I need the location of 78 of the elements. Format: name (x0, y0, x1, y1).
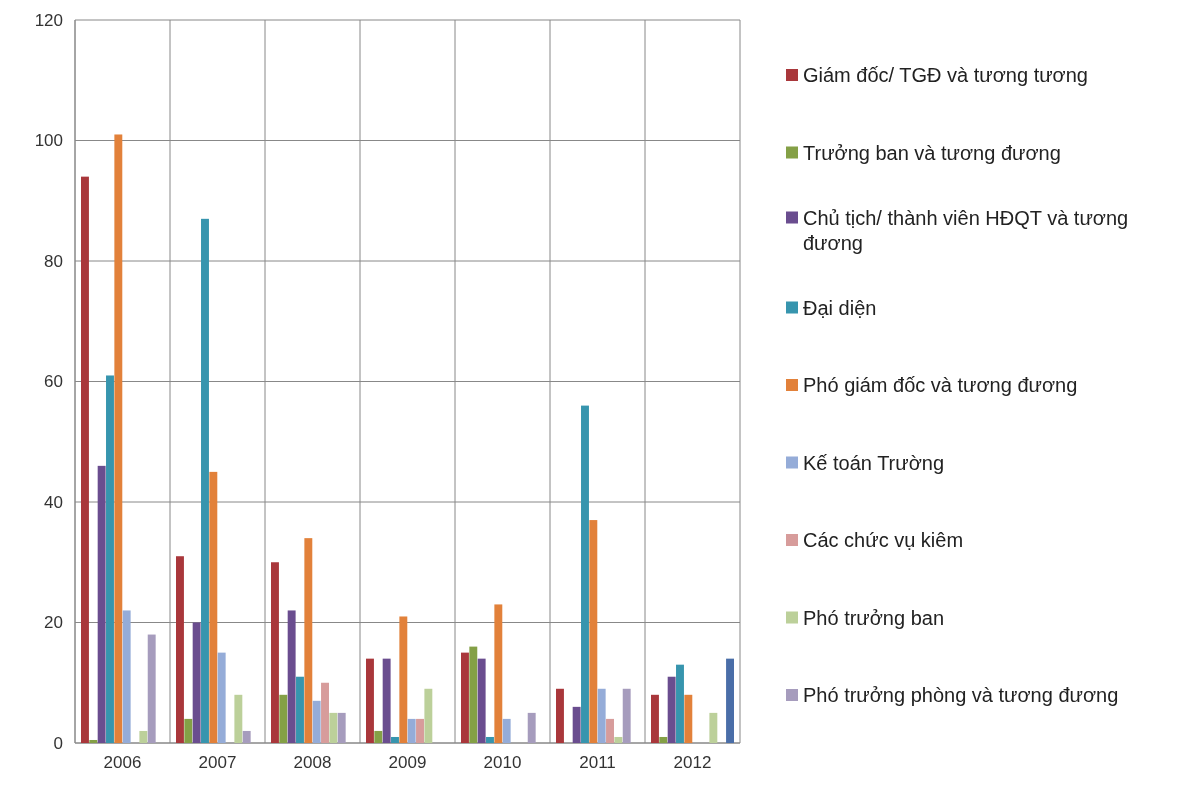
bar (651, 694, 659, 743)
bar (209, 471, 218, 743)
bar (469, 646, 478, 743)
bar (667, 676, 676, 743)
bar (622, 688, 631, 743)
y-tick-label: 0 (53, 733, 63, 753)
y-tick-label: 120 (34, 10, 63, 30)
x-tick-label: 2006 (103, 753, 142, 772)
y-tick-label: 40 (44, 492, 63, 512)
bar (184, 718, 193, 743)
bar (279, 694, 288, 743)
legend-label: Giám đốc/ TGĐ và tương tương (803, 64, 1088, 86)
bar (676, 664, 684, 743)
x-tick-label: 2012 (673, 753, 712, 772)
bar (329, 712, 338, 743)
bar (122, 610, 131, 743)
y-tick-label: 60 (44, 372, 63, 392)
bar (614, 736, 623, 743)
bar (114, 134, 123, 743)
bar (296, 676, 304, 743)
x-tick-label: 2010 (483, 753, 522, 772)
bar (572, 706, 581, 743)
legend-label: Phó giám đốc và tương đương (803, 374, 1078, 396)
bar (527, 712, 536, 743)
bar (242, 730, 251, 743)
bar (659, 736, 668, 743)
bar (192, 622, 201, 743)
bar (139, 730, 148, 743)
bar (312, 700, 321, 743)
y-tick-label: 100 (34, 131, 63, 151)
bar (502, 718, 511, 743)
bar (416, 718, 424, 743)
legend-label: Trưởng ban và tương đương (803, 141, 1061, 164)
bar (337, 712, 346, 743)
x-tick-label: 2007 (198, 753, 237, 772)
legend-label: Kế toán Trường (803, 451, 945, 474)
legend-label: Các chức vụ kiêm (803, 529, 964, 551)
bar (461, 652, 469, 743)
bar (399, 616, 408, 743)
bar (486, 736, 494, 743)
bar (424, 688, 433, 743)
bar (494, 604, 503, 743)
legend-label: Phó trưởng phòng và tương đương (803, 684, 1119, 706)
x-tick-label: 2009 (388, 753, 427, 772)
bar (726, 658, 734, 743)
legend-label: Chủ tịch/ thành viên HĐQT và tương đương (803, 206, 1129, 254)
bar (477, 658, 486, 743)
x-tick-label: 2008 (293, 753, 332, 772)
bar (287, 610, 296, 743)
bar (201, 218, 209, 743)
y-tick-label: 80 (44, 251, 63, 271)
bar (234, 694, 243, 743)
bar (556, 688, 564, 743)
bar (97, 465, 106, 743)
bar (589, 520, 598, 743)
bar (391, 736, 399, 743)
bar (176, 556, 184, 743)
bar (304, 538, 313, 743)
bar (81, 176, 89, 743)
y-tick-label: 20 (44, 613, 63, 633)
bar (382, 658, 391, 743)
bar (581, 405, 589, 743)
bar (321, 682, 329, 743)
bar (407, 718, 416, 743)
bar (89, 739, 98, 743)
bar (217, 652, 226, 743)
bar (374, 730, 383, 743)
bar (684, 694, 693, 743)
bar (271, 562, 279, 743)
bar (147, 634, 156, 743)
bar (106, 375, 114, 743)
bar (606, 718, 614, 743)
x-tick-label: 2011 (579, 753, 616, 772)
legend-label: Đại diện (803, 296, 877, 319)
bar (366, 658, 374, 743)
bar (709, 712, 718, 743)
legend-label: Phó trưởng ban (803, 606, 945, 629)
bar (597, 688, 606, 743)
